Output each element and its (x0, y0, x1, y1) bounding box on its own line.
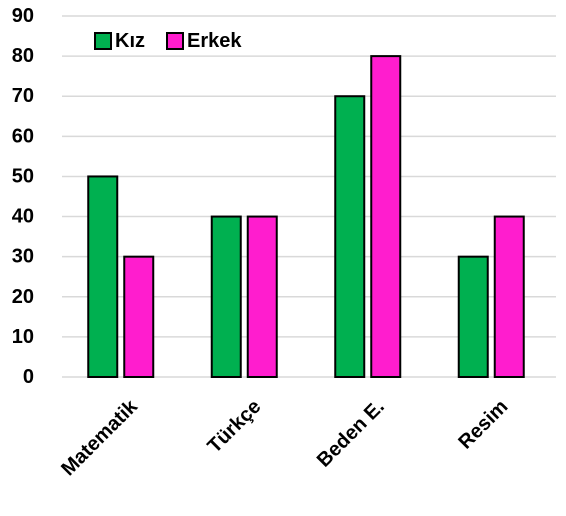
legend-label-0: Kız (115, 30, 145, 52)
x-tick-label: Beden E. (313, 396, 389, 472)
bar-0-1 (123, 255, 155, 378)
legend: Kız Erkek (94, 30, 242, 52)
bar-3-0 (457, 255, 489, 378)
legend-swatch-1 (166, 32, 184, 50)
bar-1-0 (210, 215, 242, 378)
bar-2-1 (370, 55, 402, 378)
y-tick-label: 0 (23, 366, 34, 388)
x-tick-label: Resim (454, 396, 512, 454)
bars (87, 55, 525, 378)
y-tick-label: 40 (12, 206, 34, 228)
y-tick-label: 60 (12, 125, 34, 147)
x-tick-label: Türkçe (203, 396, 265, 458)
y-tick-label: 80 (12, 45, 34, 67)
y-tick-label: 90 (12, 5, 34, 27)
legend-label-1: Erkek (187, 30, 242, 52)
y-tick-label: 70 (12, 85, 34, 107)
x-axis: Matematik Türkçe Beden E. Resim (57, 395, 512, 480)
y-tick-label: 20 (12, 286, 34, 308)
y-tick-label: 50 (12, 165, 34, 187)
bar-1-1 (246, 215, 278, 378)
bar-2-0 (334, 95, 366, 378)
bar-0-0 (87, 175, 119, 378)
legend-swatch-0 (94, 32, 112, 50)
y-tick-label: 30 (12, 246, 34, 268)
bar-3-1 (493, 215, 525, 378)
y-tick-label: 10 (12, 326, 34, 348)
y-axis: 0 10 20 30 40 50 60 70 80 90 (12, 5, 34, 388)
x-tick-label: Matematik (57, 395, 142, 480)
